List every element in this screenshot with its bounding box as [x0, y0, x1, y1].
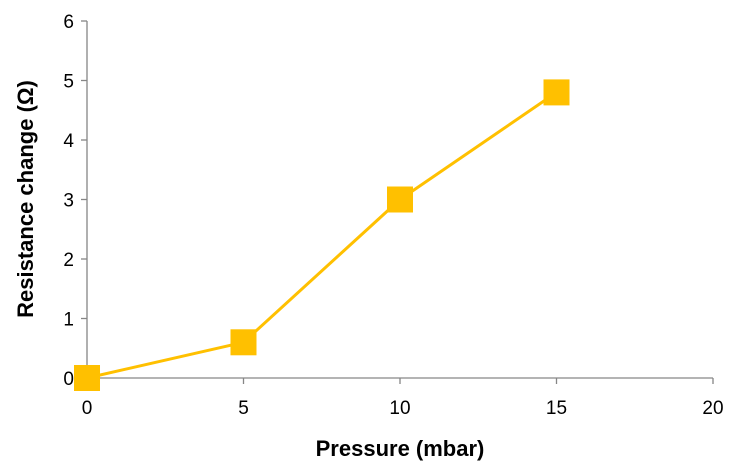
- x-axis-title: Pressure (mbar): [316, 436, 485, 461]
- series-line: [86, 91, 558, 380]
- y-tick-label: 2: [63, 250, 74, 271]
- y-tick-label: 3: [63, 191, 74, 212]
- y-tick-label: 5: [63, 72, 74, 93]
- y-tick-label: 0: [63, 369, 74, 390]
- x-tick-label: 15: [546, 398, 567, 419]
- x-tick-label: 10: [389, 398, 410, 419]
- y-axis-ticks: 0 1 2 3 4 5 6: [63, 12, 87, 390]
- x-axis-ticks: 0 5 10 15 20: [82, 378, 724, 419]
- data-point-marker: [543, 79, 570, 106]
- data-series: [74, 79, 570, 391]
- data-point-marker: [387, 186, 413, 213]
- x-tick-label: 0: [82, 398, 93, 419]
- y-tick-label: 1: [63, 310, 74, 331]
- y-tick-label: 4: [63, 131, 74, 152]
- data-point-marker: [74, 365, 100, 391]
- y-axis-title: Resistance change (Ω): [13, 80, 38, 318]
- x-tick-label: 20: [702, 398, 723, 419]
- y-tick-label: 6: [63, 12, 74, 33]
- x-tick-label: 5: [238, 398, 249, 419]
- data-point-marker: [230, 329, 257, 356]
